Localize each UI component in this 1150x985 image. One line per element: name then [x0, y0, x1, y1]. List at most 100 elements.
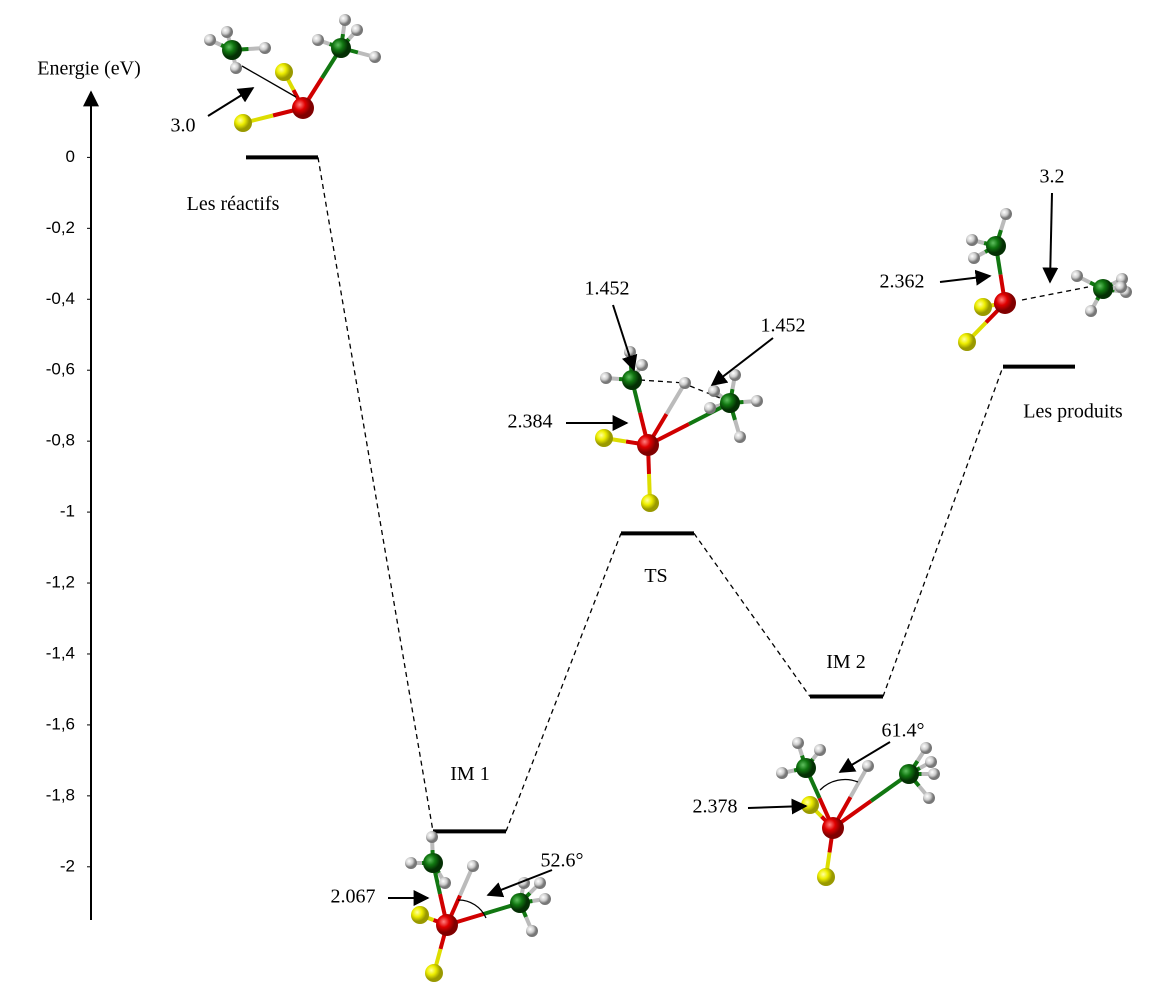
annotation: 2.067 — [331, 886, 376, 908]
atom — [411, 906, 429, 924]
atom — [994, 292, 1016, 314]
atom — [222, 40, 242, 60]
atom — [966, 234, 978, 246]
y-tick-label: -0,6 — [46, 360, 75, 379]
annotation: 2.362 — [880, 271, 925, 293]
atom — [636, 359, 648, 371]
annotation: 3.2 — [1040, 166, 1065, 188]
atom — [534, 877, 546, 889]
y-axis-label: Energie (eV) — [37, 58, 140, 80]
annotation: 1.452 — [585, 278, 630, 300]
y-tick-label: -1,6 — [46, 714, 75, 733]
level-label: IM 1 — [450, 763, 489, 785]
connector — [694, 533, 810, 696]
atom — [641, 494, 659, 512]
annotation: 2.378 — [693, 796, 738, 818]
atom — [425, 964, 443, 982]
atom — [974, 298, 992, 316]
y-tick-label: -0,2 — [46, 218, 75, 237]
atom — [331, 38, 351, 58]
connector — [318, 157, 433, 831]
molecules — [204, 14, 1132, 982]
atom — [339, 14, 351, 26]
atom — [221, 26, 233, 38]
atom — [1071, 270, 1083, 282]
atom — [526, 925, 538, 937]
connector — [883, 367, 1003, 697]
atom — [467, 860, 479, 872]
angle-arc — [820, 779, 858, 790]
atom — [1093, 279, 1113, 299]
atom — [751, 395, 763, 407]
atom — [792, 737, 804, 749]
annotation: 52.6° — [541, 850, 584, 872]
atom — [622, 370, 642, 390]
atom — [426, 831, 438, 843]
y-tick-label: -2 — [60, 856, 75, 875]
atom — [204, 34, 216, 46]
atom — [539, 893, 551, 905]
atom — [234, 114, 252, 132]
annotation: 61.4° — [882, 720, 925, 742]
atom — [720, 393, 740, 413]
level-label: Les réactifs — [187, 193, 280, 215]
level-label: TS — [644, 565, 667, 587]
annotation: 1.452 — [761, 315, 806, 337]
arrow — [712, 338, 773, 385]
y-tick-label: 0 — [66, 147, 75, 166]
arrow — [1050, 193, 1052, 282]
dashed-bond — [640, 380, 685, 383]
atom — [405, 857, 417, 869]
atom — [595, 429, 613, 447]
annotation: 2.384 — [508, 411, 553, 433]
atom — [679, 377, 691, 389]
y-tick-label: -0,8 — [46, 431, 75, 450]
atom — [436, 914, 458, 936]
atom — [776, 767, 788, 779]
atom — [862, 760, 874, 772]
atom — [822, 817, 844, 839]
atom — [968, 252, 980, 264]
arrow — [940, 276, 990, 282]
arrow — [748, 806, 806, 808]
atom — [986, 236, 1006, 256]
chart: Energie (eV) 0 -0,2 -0,4 -0,6 -0,8 -1 -1,2 -1,4… — [0, 0, 1150, 985]
atom — [814, 744, 826, 756]
atom — [925, 756, 937, 768]
atom — [796, 758, 816, 778]
arrow — [208, 88, 253, 116]
atom — [439, 877, 451, 889]
arrow — [613, 305, 634, 370]
y-tick-label: -1 — [60, 502, 75, 521]
atom — [1000, 208, 1012, 220]
atom — [423, 853, 443, 873]
atom — [275, 63, 293, 81]
atom — [351, 24, 363, 36]
atom — [704, 402, 716, 414]
dashed-bond — [1022, 287, 1088, 300]
atom — [312, 34, 324, 46]
level-label: Les produits — [1023, 400, 1123, 422]
atom — [230, 62, 242, 74]
y-tick-label: -1,8 — [46, 785, 75, 804]
atom — [920, 742, 932, 754]
atom — [899, 764, 919, 784]
atom — [292, 97, 314, 119]
level-label: IM 2 — [826, 651, 865, 673]
atom — [1115, 281, 1127, 293]
atom — [923, 792, 935, 804]
atom — [510, 893, 530, 913]
y-tick-label: -0,4 — [46, 289, 75, 308]
connector — [506, 533, 621, 831]
y-tick-label: -1,4 — [46, 643, 75, 662]
atom — [734, 431, 746, 443]
y-tick-label: -1,2 — [46, 573, 75, 592]
atom — [637, 434, 659, 456]
atom — [600, 372, 612, 384]
atom — [369, 51, 381, 63]
atom — [801, 796, 819, 814]
annotation: 3.0 — [171, 115, 196, 137]
atom — [817, 868, 835, 886]
atom — [928, 768, 940, 780]
atom — [708, 385, 720, 397]
